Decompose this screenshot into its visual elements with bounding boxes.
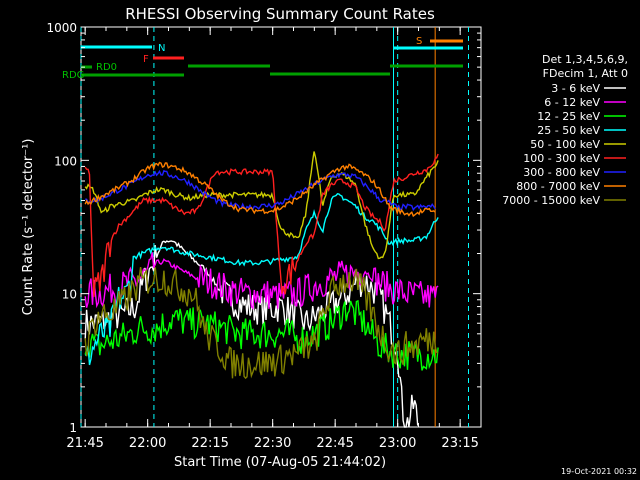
legend-header-1: Det 1,3,4,5,6,9, (542, 53, 628, 66)
series-line-8 (84, 267, 439, 380)
flag-label-n: N (158, 43, 165, 54)
series-line-4 (84, 151, 439, 260)
y-axis-label: Count Rate (s⁻¹ detector⁻¹) (21, 139, 36, 316)
y-tick-label-2: 100 (54, 154, 77, 168)
series-line-3 (84, 193, 439, 366)
legend-label-3: 25 - 50 keV (537, 124, 600, 137)
legend-label-6: 300 - 800 keV (523, 166, 600, 179)
y-tick-label-1: 10 (62, 288, 77, 302)
flag-label-s: S (416, 36, 422, 47)
legend-label-5: 100 - 300 keV (523, 152, 600, 165)
observing-flags: N F RD0 RDG S (62, 36, 463, 81)
legend-label-4: 50 - 100 keV (530, 138, 600, 151)
series-line-0 (84, 240, 419, 428)
axis-layer: 1 10 100 1000 21:45 22:00 22:15 22:30 22:45 23:00… (46, 21, 482, 451)
series-line-1 (84, 252, 439, 310)
series-line-5 (84, 153, 439, 297)
y-tick-label-3: 1000 (46, 21, 77, 35)
x-tick-label-2: 22:15 (191, 436, 228, 451)
flag-label-rdg: RDG (62, 70, 84, 81)
legend-label-2: 12 - 25 keV (537, 110, 600, 123)
x-tick-label-0: 21:45 (66, 436, 103, 451)
legend-header-2: FDecim 1, Att 0 (543, 67, 628, 80)
x-tick-label-3: 22:30 (254, 436, 291, 451)
x-tick-label-5: 23:00 (379, 436, 416, 451)
x-tick-label-4: 22:45 (316, 436, 353, 451)
series-line-2 (84, 299, 439, 371)
y-tick-label-0: 1 (69, 421, 77, 435)
chart-title: RHESSI Observing Summary Count Rates (125, 5, 435, 23)
x-tick-label-1: 22:00 (129, 436, 166, 451)
timestamp: 19-Oct-2021 00:32 (561, 467, 637, 476)
series-line-7 (84, 161, 436, 218)
legend-label-0: 3 - 6 keV (551, 82, 600, 95)
x-axis-label: Start Time (07-Aug-05 21:44:02) (174, 455, 386, 470)
legend: Det 1,3,4,5,6,9, FDecim 1, Att 0 3 - 6 k… (502, 53, 628, 207)
x-tick-label-6: 23:15 (441, 436, 478, 451)
flag-label-f: F (143, 54, 149, 65)
legend-label-8: 7000 - 15000 keV (502, 194, 600, 207)
series-line-6 (85, 169, 436, 212)
flag-label-rd0: RD0 (96, 62, 117, 73)
legend-label-7: 800 - 7000 keV (516, 180, 600, 193)
legend-label-1: 6 - 12 keV (544, 96, 600, 109)
series-layer (84, 151, 439, 428)
